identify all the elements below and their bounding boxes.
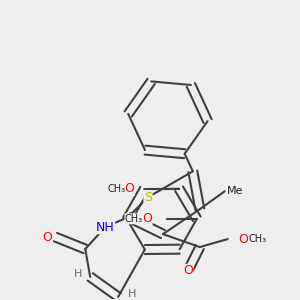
Text: H: H	[74, 269, 82, 279]
Text: O: O	[43, 231, 52, 244]
Text: CH₃: CH₃	[125, 214, 143, 224]
Text: NH: NH	[96, 220, 115, 234]
Text: O: O	[183, 265, 193, 278]
Text: O: O	[124, 182, 134, 195]
Text: CH₃: CH₃	[248, 234, 267, 244]
Text: S: S	[144, 191, 152, 204]
Text: O: O	[142, 212, 152, 225]
Text: O: O	[239, 232, 249, 246]
Text: H: H	[128, 289, 136, 299]
Text: CH₃: CH₃	[107, 184, 125, 194]
Text: Me: Me	[226, 186, 243, 196]
